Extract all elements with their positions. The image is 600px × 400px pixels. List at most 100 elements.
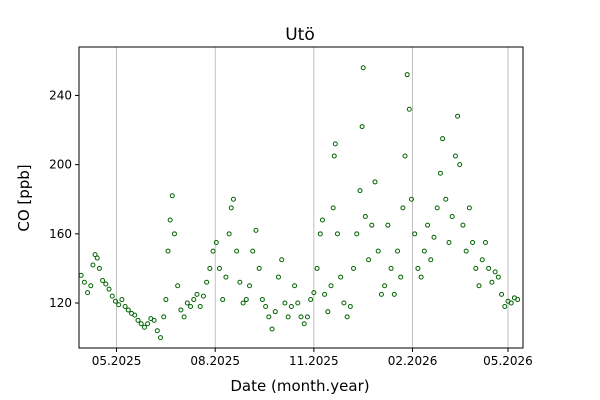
- data-point: [109, 293, 115, 299]
- data-point: [362, 214, 368, 220]
- data-point: [250, 248, 256, 254]
- data-point: [230, 196, 236, 202]
- data-point: [285, 314, 291, 320]
- data-point: [388, 265, 394, 271]
- data-point: [163, 297, 169, 303]
- data-point: [354, 231, 360, 237]
- data-point: [125, 307, 131, 313]
- data-point: [457, 162, 463, 168]
- data-point: [256, 265, 262, 271]
- data-point: [234, 248, 240, 254]
- data-point: [449, 214, 455, 220]
- data-point: [266, 314, 272, 320]
- data-point: [492, 269, 498, 275]
- data-point: [330, 205, 336, 211]
- data-point: [322, 291, 328, 297]
- data-point: [440, 136, 446, 142]
- data-point: [194, 291, 200, 297]
- x-tick-label: 11.2025: [289, 354, 339, 368]
- data-point: [94, 255, 100, 261]
- data-point: [279, 257, 285, 263]
- data-point: [479, 257, 485, 263]
- data-point: [400, 205, 406, 211]
- data-point: [119, 297, 125, 303]
- y-tick-label: 120: [49, 296, 72, 310]
- data-point: [288, 303, 294, 309]
- data-point: [112, 298, 118, 304]
- data-point: [351, 265, 357, 271]
- data-point: [434, 205, 440, 211]
- data-point: [366, 257, 372, 263]
- data-point: [135, 317, 141, 323]
- y-tick-label: 160: [49, 227, 72, 241]
- data-point: [100, 278, 106, 284]
- data-point: [184, 300, 190, 306]
- data-point: [106, 286, 112, 292]
- data-point: [165, 248, 171, 254]
- data-point: [331, 153, 337, 159]
- x-tick-label: 08.2025: [190, 354, 240, 368]
- data-point: [275, 274, 281, 280]
- data-point: [344, 314, 350, 320]
- grid-layer: [116, 47, 509, 348]
- data-point: [243, 297, 249, 303]
- data-point: [395, 248, 401, 254]
- data-point: [385, 222, 391, 228]
- data-point: [207, 265, 213, 271]
- data-point: [213, 239, 219, 245]
- data-point: [473, 265, 479, 271]
- data-point: [304, 314, 310, 320]
- data-point: [378, 291, 384, 297]
- data-point: [228, 205, 234, 211]
- data-point: [151, 317, 157, 323]
- plot-frame: [78, 46, 524, 349]
- data-point: [175, 283, 181, 289]
- data-point: [495, 274, 501, 280]
- data-points: [78, 65, 521, 341]
- data-point: [200, 293, 206, 299]
- data-point: [138, 321, 144, 327]
- data-point: [308, 297, 314, 303]
- data-point: [216, 265, 222, 271]
- data-point: [325, 309, 331, 315]
- data-point: [85, 290, 91, 296]
- data-point: [171, 231, 177, 237]
- data-point: [167, 217, 173, 223]
- y-tick-label: 240: [49, 88, 72, 102]
- data-point: [259, 297, 265, 303]
- data-point: [357, 188, 363, 194]
- data-point: [178, 307, 184, 313]
- data-point: [466, 205, 472, 211]
- data-point: [415, 265, 421, 271]
- data-point: [359, 124, 365, 130]
- data-point: [116, 302, 122, 308]
- data-point: [398, 274, 404, 280]
- data-point: [425, 222, 431, 228]
- data-point: [204, 279, 210, 285]
- data-point: [408, 196, 414, 202]
- data-point: [369, 222, 375, 228]
- data-point: [382, 283, 388, 289]
- data-point: [154, 328, 160, 334]
- data-point: [237, 279, 243, 285]
- data-point: [145, 321, 151, 327]
- data-point: [328, 283, 334, 289]
- data-point: [141, 324, 147, 330]
- data-point: [96, 265, 102, 271]
- data-point: [508, 300, 514, 306]
- data-point: [443, 196, 449, 202]
- data-point: [334, 231, 340, 237]
- data-point: [402, 153, 408, 159]
- data-point: [88, 283, 94, 289]
- data-point: [269, 326, 275, 332]
- data-point: [446, 239, 452, 245]
- data-point: [418, 274, 424, 280]
- x-tick-label: 05.2025: [92, 354, 142, 368]
- x-axis-label: Date (month.year): [230, 377, 369, 395]
- x-tick-label: 05.2026: [483, 354, 533, 368]
- data-point: [437, 170, 443, 176]
- data-point: [482, 239, 488, 245]
- data-point: [463, 248, 469, 254]
- chart-title: Utö: [285, 25, 315, 45]
- data-point: [103, 281, 109, 287]
